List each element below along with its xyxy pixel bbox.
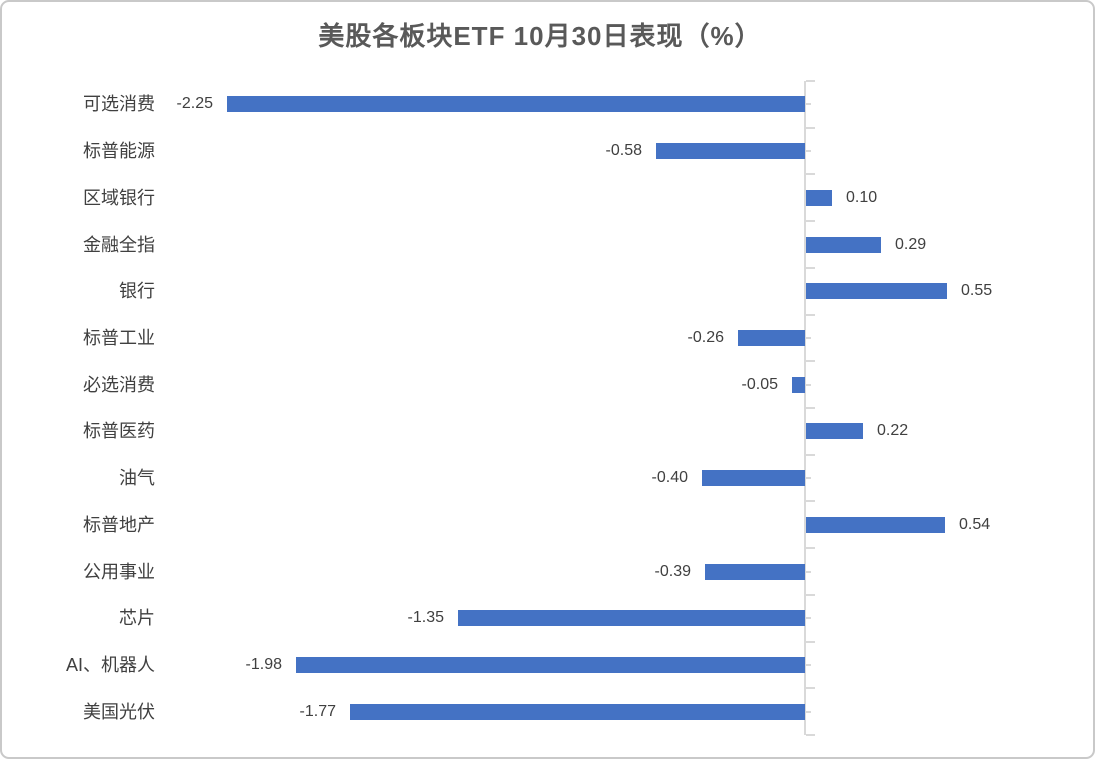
axis-minor-tick <box>806 103 811 106</box>
value-label: -2.25 <box>176 95 213 113</box>
value-label: 0.54 <box>959 515 991 533</box>
value-label: -0.39 <box>654 562 691 580</box>
axis-minor-tick <box>806 570 811 573</box>
category-label: AI、机器人 <box>65 654 155 675</box>
axis-major-tick <box>806 220 815 223</box>
category-label: 必选消费 <box>83 374 155 395</box>
category-label: 标普地产 <box>83 514 155 535</box>
bar <box>705 563 805 580</box>
value-label: 0.29 <box>895 235 927 253</box>
axis-minor-tick <box>806 663 811 666</box>
bar <box>702 470 805 487</box>
bar <box>806 423 863 440</box>
axis-minor-tick <box>806 150 811 153</box>
bar <box>296 656 805 673</box>
axis-major-tick <box>806 313 815 316</box>
value-label: -1.77 <box>299 702 336 720</box>
chart-title: 美股各板块ETF 10月30日表现（%） <box>318 21 762 51</box>
axis-major-tick <box>806 407 815 409</box>
category-label: 标普能源 <box>83 141 155 162</box>
axis-major-tick <box>806 360 815 363</box>
category-label: 区域银行 <box>83 187 155 208</box>
axis-major-tick <box>806 126 815 129</box>
value-label: -0.26 <box>687 328 724 346</box>
value-label: -0.40 <box>651 469 688 487</box>
bar <box>792 376 805 393</box>
category-label: 公用事业 <box>83 561 155 582</box>
axis-major-tick <box>806 687 815 690</box>
axis-major-tick <box>806 547 815 550</box>
axis-major-tick <box>806 500 815 503</box>
category-label: 美国光伏 <box>83 701 155 722</box>
axis-minor-tick <box>806 477 811 480</box>
category-label: 油气 <box>119 468 155 489</box>
bar <box>806 189 832 206</box>
bar <box>738 329 805 346</box>
axis-minor-tick <box>806 383 811 386</box>
category-axis <box>804 81 806 735</box>
value-label: 0.22 <box>877 422 909 440</box>
axis-major-tick <box>806 173 815 176</box>
axis-major-tick <box>806 734 815 736</box>
axis-major-tick <box>806 593 815 596</box>
category-label: 芯片 <box>119 608 155 629</box>
bar <box>806 236 881 253</box>
category-label: 银行 <box>119 281 155 302</box>
value-label: -1.98 <box>245 655 282 673</box>
value-label: -0.58 <box>605 142 642 160</box>
value-label: 0.55 <box>961 282 993 300</box>
bar <box>806 283 947 300</box>
category-label: 标普工业 <box>83 327 155 348</box>
value-label: -1.35 <box>407 609 444 627</box>
axis-minor-tick <box>806 336 811 339</box>
bar <box>350 703 805 720</box>
value-label: -0.05 <box>741 375 778 393</box>
axis-major-tick <box>806 453 815 456</box>
axis-minor-tick <box>806 617 811 620</box>
axis-minor-tick <box>806 710 811 713</box>
bar <box>227 96 805 113</box>
axis-major-tick <box>806 80 815 82</box>
bar <box>458 610 805 627</box>
bar <box>806 516 945 533</box>
category-label: 可选消费 <box>83 94 155 115</box>
category-label: 标普医药 <box>83 421 155 442</box>
axis-major-tick <box>806 266 815 269</box>
axis-major-tick <box>806 640 815 643</box>
category-label: 金融全指 <box>83 234 155 255</box>
value-label: 0.10 <box>846 188 878 206</box>
bar <box>656 143 805 160</box>
